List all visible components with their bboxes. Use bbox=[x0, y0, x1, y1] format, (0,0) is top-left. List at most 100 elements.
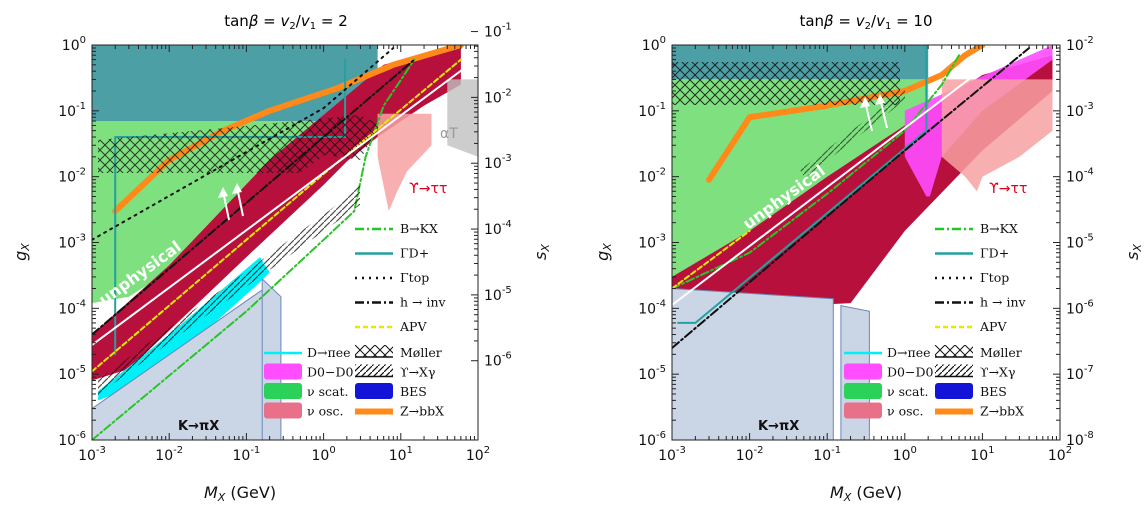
y2-tick-label: 10-5 bbox=[1066, 233, 1094, 252]
right-moller-hatch bbox=[672, 62, 900, 105]
x-tick-label: 10-3 bbox=[78, 445, 106, 464]
x-tick-label: 10-3 bbox=[658, 445, 686, 464]
x-tick-label: 101 bbox=[970, 445, 994, 464]
curve-h-inv bbox=[672, 47, 1031, 349]
right-xlabel: MX (GeV) bbox=[830, 483, 902, 504]
legend-label-b-kx: B→KX bbox=[980, 221, 1018, 236]
curve-b-kx bbox=[92, 58, 416, 440]
blue-box-icon bbox=[935, 383, 973, 399]
x-tick-label: 101 bbox=[389, 445, 413, 464]
legend-label-d0-d0: D0−D0 bbox=[307, 365, 353, 380]
region-pink bbox=[377, 113, 432, 212]
right-y2label: sX bbox=[1123, 244, 1144, 260]
x-tick-label: 102 bbox=[466, 445, 490, 464]
left-legend: B→KX ΓD+ Γtop h → inv APV D→πee D0−D0 ν scat. ν … bbox=[264, 221, 447, 419]
legend-label-d-ee: D→πee bbox=[887, 345, 931, 360]
legend-label-top: Γtop bbox=[980, 270, 1009, 285]
legend-label-osc: ν osc. bbox=[887, 404, 924, 419]
y-tick-label: 10-4 bbox=[638, 298, 666, 317]
legend-label-z-bbx: Z→bbX bbox=[400, 404, 444, 419]
green-box-icon bbox=[844, 383, 882, 399]
y2-tick-label: 10-2 bbox=[484, 87, 512, 106]
right-panel: tanβ = v2/v1 = 10 unphysical ϒ→ττ K→πX 1… bbox=[593, 12, 1144, 504]
right-axes: 10-3 10-2 10-1 100 101 10210-610-510-410-310-… bbox=[638, 35, 1094, 464]
y-tick-label: 10-1 bbox=[58, 101, 86, 120]
curve-h-inv bbox=[92, 58, 416, 336]
curve-top bbox=[92, 47, 395, 241]
legend-label-x: ϒ→Xγ bbox=[400, 365, 435, 380]
x-tick-label: 10-2 bbox=[155, 445, 183, 464]
left-upsilon-hatch bbox=[98, 185, 360, 395]
crosshatch-icon bbox=[935, 345, 973, 358]
right-ylabel: gX bbox=[593, 243, 614, 261]
curve-apv bbox=[672, 229, 751, 290]
right-unphysical-line bbox=[672, 45, 1016, 306]
right-kpix-label: K→πX bbox=[758, 419, 799, 434]
y-tick-label: 10-6 bbox=[58, 430, 86, 449]
left-y2label: sX bbox=[531, 244, 552, 260]
legend-label-d0-d0: D0−D0 bbox=[887, 365, 933, 380]
green-box-icon bbox=[264, 383, 302, 399]
region-grey bbox=[447, 79, 478, 157]
y2-tick-label: 10-3 bbox=[1066, 101, 1094, 120]
left-axes: 10-3 10-2 10-1 100 101 10210-610-510-410-310-… bbox=[58, 22, 512, 464]
legend-label-d-ee: D→πee bbox=[307, 345, 351, 360]
region-teal bbox=[92, 45, 378, 121]
legend-label-m-ller: Møller bbox=[980, 345, 1022, 360]
left-ylabel: gX bbox=[11, 243, 32, 261]
x-tick-label: 102 bbox=[1048, 445, 1072, 464]
y-tick-label: 100 bbox=[62, 35, 86, 54]
left-panel: tanβ = v2/v1 = 2 unphysical ϒ→ττ αT K→πX… bbox=[11, 12, 552, 504]
region-pink bbox=[941, 79, 1053, 192]
y-tick-label: 10-1 bbox=[638, 101, 666, 120]
right-arrowhead-2 bbox=[875, 94, 885, 105]
left-plot-area: unphysical ϒ→ττ αT K→πX bbox=[92, 45, 478, 440]
right-upsilon-label: ϒ→ττ bbox=[989, 181, 1027, 197]
left-kpix-label: K→πX bbox=[178, 419, 219, 434]
left-upsilon-label: ϒ→ττ bbox=[409, 181, 447, 197]
y-tick-label: 10-3 bbox=[58, 233, 86, 252]
left-alphat-label: αT bbox=[440, 126, 458, 142]
right-upsilon-hatch bbox=[800, 90, 905, 178]
x-tick-label: 10-1 bbox=[232, 445, 260, 464]
y2-tick-label: 10-3 bbox=[484, 153, 512, 172]
left-moller-hatch bbox=[98, 115, 380, 173]
legend-label-d: ΓD+ bbox=[400, 246, 429, 261]
y-tick-label: 10-2 bbox=[58, 167, 86, 186]
legend-label-scat: ν scat. bbox=[887, 384, 928, 399]
y-tick-label: 10-5 bbox=[638, 364, 666, 383]
magenta-box-icon bbox=[844, 363, 882, 380]
legend-label-scat: ν scat. bbox=[307, 384, 348, 399]
x-tick-label: 100 bbox=[893, 445, 917, 464]
diag-hatch-icon bbox=[935, 364, 973, 378]
region-blue-grey-thin bbox=[261, 277, 282, 440]
left-arrowhead-1 bbox=[218, 187, 228, 198]
right-chart-title: tanβ = v2/v1 = 10 bbox=[799, 12, 932, 32]
y-tick-label: 10-2 bbox=[638, 167, 666, 186]
legend-label-apv: APV bbox=[399, 319, 427, 334]
x-tick-label: 10-1 bbox=[813, 445, 841, 464]
blue-box-icon bbox=[355, 383, 393, 399]
pink-box-icon bbox=[844, 402, 882, 419]
diag-hatch-icon bbox=[355, 364, 393, 378]
magenta-box-icon bbox=[264, 363, 302, 380]
y2-tick-label: 10-6 bbox=[484, 351, 512, 370]
curve-d bbox=[677, 45, 928, 324]
legend-label-x: ϒ→Xγ bbox=[980, 365, 1015, 380]
y-tick-label: 10-4 bbox=[58, 298, 86, 317]
right-plot-area: unphysical ϒ→ττ K→πX bbox=[672, 45, 1053, 440]
legend-label-h-inv: h → inv bbox=[400, 295, 447, 310]
legend-label-h-inv: h → inv bbox=[980, 295, 1027, 310]
left-chart-title: tanβ = v2/v1 = 2 bbox=[224, 12, 348, 32]
y-tick-label: 100 bbox=[642, 35, 666, 54]
legend-label-bes: BES bbox=[980, 384, 1007, 399]
left-arrowhead-2 bbox=[232, 183, 242, 194]
legend-label-b-kx: B→KX bbox=[400, 221, 438, 236]
x-tick-label: 10-2 bbox=[736, 445, 764, 464]
legend-label-apv: APV bbox=[979, 319, 1007, 334]
y-tick-label: 10-3 bbox=[638, 233, 666, 252]
y-tick-label: 10-6 bbox=[638, 430, 666, 449]
y2-tick-label: 10-6 bbox=[1066, 298, 1094, 317]
y2-tick-label: 10-7 bbox=[1066, 364, 1094, 383]
